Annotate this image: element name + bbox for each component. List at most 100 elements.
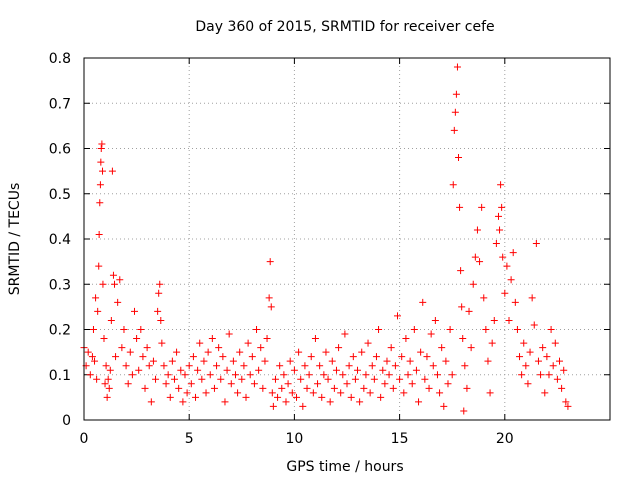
data-point [330, 384, 338, 392]
data-point [198, 375, 206, 383]
data-point [415, 398, 423, 406]
data-point [170, 375, 178, 383]
data-point [425, 384, 433, 392]
data-point [450, 126, 458, 134]
data-point [396, 375, 404, 383]
data-point [185, 362, 193, 370]
data-point [457, 267, 465, 275]
data-point [518, 371, 526, 379]
data-point [436, 389, 444, 397]
data-point [101, 380, 109, 388]
data-point [155, 289, 163, 297]
data-point [236, 348, 244, 356]
data-point [305, 371, 313, 379]
data-point [452, 90, 460, 98]
data-point [108, 167, 116, 175]
data-point [543, 353, 551, 361]
data-point [398, 353, 406, 361]
data-point [558, 384, 566, 392]
data-point [94, 307, 102, 315]
data-point [318, 393, 326, 401]
data-point [488, 339, 496, 347]
data-point [139, 353, 147, 361]
data-point [476, 258, 484, 266]
data-point [173, 348, 181, 356]
data-point [551, 339, 559, 347]
data-point [335, 344, 343, 352]
data-point [324, 375, 332, 383]
data-point [290, 366, 298, 374]
data-point [156, 280, 164, 288]
data-point [532, 240, 540, 248]
data-point [86, 371, 94, 379]
data-point [141, 384, 149, 392]
data-point [400, 389, 408, 397]
data-point [547, 326, 555, 333]
data-point [112, 353, 120, 361]
data-point [354, 366, 362, 374]
data-point [130, 307, 138, 315]
data-point [520, 339, 528, 347]
plot-frame [83, 57, 611, 421]
data-point [257, 344, 265, 352]
data-point [227, 380, 235, 388]
data-point [494, 212, 502, 220]
data-point [269, 402, 277, 410]
data-point [451, 108, 459, 116]
data-point [545, 371, 553, 379]
data-point [181, 371, 189, 379]
data-point [316, 362, 324, 370]
data-point [562, 398, 570, 406]
data-point [215, 344, 223, 352]
data-point [368, 362, 376, 370]
data-point [179, 398, 187, 406]
data-point [147, 398, 155, 406]
data-point [168, 357, 176, 365]
data-point [97, 145, 105, 152]
data-point [286, 357, 294, 365]
data-point [341, 330, 349, 338]
data-point [497, 181, 505, 189]
data-point [513, 326, 521, 333]
data-point [442, 357, 450, 365]
data-point [465, 307, 473, 315]
data-point [145, 362, 153, 370]
data-point [263, 335, 271, 343]
data-point [200, 357, 208, 365]
data-point [431, 316, 439, 324]
data-point [360, 384, 368, 392]
data-point [206, 371, 214, 379]
data-point [412, 366, 420, 374]
data-point [301, 362, 309, 370]
data-point [320, 371, 328, 379]
data-point [564, 402, 572, 410]
data-point [402, 335, 410, 343]
data-point [106, 366, 114, 374]
x-axis-label: GPS time / hours [286, 459, 403, 475]
data-point [107, 316, 115, 324]
data-point [111, 280, 119, 288]
y-axis-label: SRMTID / TECUs [7, 183, 23, 296]
data-point [389, 384, 397, 392]
data-point [449, 181, 457, 189]
data-point [453, 63, 461, 71]
data-point [255, 366, 263, 374]
data-point [406, 357, 414, 365]
data-point [490, 316, 498, 324]
data-point [120, 326, 128, 333]
data-point [278, 384, 286, 392]
y-tick-label: 0.7 [49, 96, 71, 112]
data-point [196, 339, 204, 347]
data-point [307, 353, 315, 361]
data-point [229, 357, 237, 365]
data-point [496, 226, 504, 234]
data-point [133, 335, 141, 343]
data-point [473, 226, 481, 234]
data-point [421, 375, 429, 383]
y-tick-label: 0 [62, 413, 71, 429]
data-point [225, 330, 233, 338]
data-point [194, 366, 202, 374]
y-tick-label: 0.4 [49, 232, 71, 248]
data-point [541, 389, 549, 397]
